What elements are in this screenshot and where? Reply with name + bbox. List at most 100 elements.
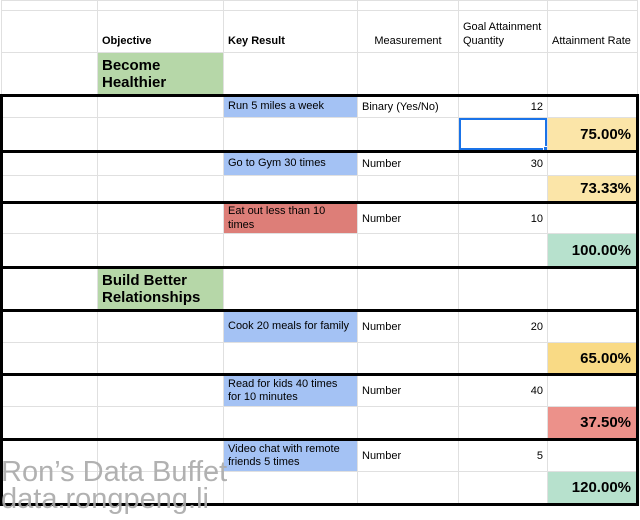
rate-cell[interactable]: 75.00% bbox=[547, 117, 639, 152]
cell[interactable] bbox=[0, 438, 98, 472]
table-row: Run 5 miles a week Binary (Yes/No) 12 bbox=[0, 94, 639, 118]
measurement-cell[interactable]: Number bbox=[357, 373, 459, 407]
cell[interactable] bbox=[223, 406, 358, 440]
cell[interactable] bbox=[97, 309, 224, 343]
cell[interactable] bbox=[97, 175, 224, 203]
cell[interactable] bbox=[0, 266, 98, 311]
quantity-cell[interactable]: 30 bbox=[458, 150, 548, 176]
cell[interactable] bbox=[357, 342, 459, 375]
cell[interactable] bbox=[0, 201, 98, 234]
cell[interactable] bbox=[547, 201, 639, 234]
cell[interactable] bbox=[357, 117, 459, 152]
cell[interactable] bbox=[458, 266, 548, 311]
column-header-key-result[interactable]: Key Result bbox=[223, 10, 358, 53]
rate-cell[interactable]: 100.00% bbox=[547, 233, 639, 268]
cell[interactable] bbox=[458, 406, 548, 440]
cell[interactable] bbox=[97, 94, 224, 118]
quantity-cell[interactable]: 12 bbox=[458, 94, 548, 118]
cell[interactable] bbox=[458, 342, 548, 375]
cell[interactable] bbox=[357, 233, 459, 268]
cell[interactable] bbox=[547, 373, 639, 407]
cell[interactable] bbox=[97, 373, 224, 407]
objective-cell[interactable]: Become Healthier bbox=[97, 52, 224, 96]
key-result-cell[interactable]: Cook 20 meals for family bbox=[223, 309, 358, 343]
cell[interactable] bbox=[547, 266, 639, 311]
quantity-cell[interactable]: 5 bbox=[458, 438, 548, 472]
cell[interactable] bbox=[547, 0, 638, 11]
measurement-cell[interactable]: Binary (Yes/No) bbox=[357, 94, 459, 118]
cell[interactable] bbox=[357, 175, 459, 203]
cell[interactable] bbox=[357, 471, 459, 506]
cell[interactable] bbox=[0, 373, 98, 407]
cell[interactable] bbox=[223, 342, 358, 375]
cell[interactable] bbox=[547, 150, 639, 176]
cell[interactable] bbox=[97, 233, 224, 268]
quantity-cell[interactable]: 10 bbox=[458, 201, 548, 234]
sheet-table: Objective Key Result Measurement Goal Attai… bbox=[0, 0, 639, 506]
table-row: Objective Key Result Measurement Goal Attai… bbox=[1, 10, 638, 53]
cell[interactable] bbox=[1, 10, 98, 53]
cell[interactable] bbox=[0, 150, 98, 176]
rate-cell[interactable]: 65.00% bbox=[547, 342, 639, 375]
cell[interactable] bbox=[97, 0, 224, 11]
measurement-cell[interactable]: Number bbox=[357, 309, 459, 343]
cell[interactable] bbox=[357, 0, 459, 11]
cell[interactable] bbox=[357, 52, 459, 96]
cell[interactable] bbox=[547, 52, 638, 96]
cell[interactable] bbox=[547, 94, 639, 118]
cell[interactable] bbox=[223, 175, 358, 203]
cell[interactable] bbox=[97, 342, 224, 375]
rate-cell[interactable]: 120.00% bbox=[547, 471, 639, 506]
key-result-cell[interactable]: Eat out less than 10 times bbox=[223, 201, 358, 234]
column-header-objective[interactable]: Objective bbox=[97, 10, 224, 53]
rate-cell[interactable]: 37.50% bbox=[547, 406, 639, 440]
cell[interactable] bbox=[0, 175, 98, 203]
cell[interactable] bbox=[547, 309, 639, 343]
table-row: Build Better Relationships bbox=[0, 266, 639, 311]
cell[interactable] bbox=[97, 201, 224, 234]
selected-cell[interactable] bbox=[458, 117, 548, 152]
cell[interactable] bbox=[0, 117, 98, 152]
cell[interactable] bbox=[458, 233, 548, 268]
quantity-cell[interactable]: 40 bbox=[458, 373, 548, 407]
cell[interactable] bbox=[0, 406, 98, 440]
cell[interactable] bbox=[547, 438, 639, 472]
quantity-cell[interactable]: 20 bbox=[458, 309, 548, 343]
cell[interactable] bbox=[0, 233, 98, 268]
cell[interactable] bbox=[223, 266, 358, 311]
cell[interactable] bbox=[0, 471, 98, 506]
table-row: 37.50% bbox=[0, 406, 639, 440]
cell[interactable] bbox=[0, 342, 98, 375]
rate-cell[interactable]: 73.33% bbox=[547, 175, 639, 203]
key-result-cell[interactable]: Go to Gym 30 times bbox=[223, 150, 358, 176]
measurement-cell[interactable]: Number bbox=[357, 438, 459, 472]
cell[interactable] bbox=[97, 406, 224, 440]
cell[interactable] bbox=[458, 471, 548, 506]
measurement-cell[interactable]: Number bbox=[357, 201, 459, 234]
cell[interactable] bbox=[0, 309, 98, 343]
cell[interactable] bbox=[223, 52, 358, 96]
measurement-cell[interactable]: Number bbox=[357, 150, 459, 176]
column-header-attainment-rate[interactable]: Attainment Rate bbox=[547, 10, 638, 53]
cell[interactable] bbox=[458, 175, 548, 203]
key-result-cell[interactable]: Video chat with remote friends 5 times bbox=[223, 438, 358, 472]
cell[interactable] bbox=[1, 52, 98, 96]
cell[interactable] bbox=[458, 52, 548, 96]
cell[interactable] bbox=[97, 117, 224, 152]
column-header-measurement[interactable]: Measurement bbox=[357, 10, 459, 53]
objective-cell[interactable]: Build Better Relationships bbox=[97, 266, 224, 311]
column-header-goal-attainment-quantity[interactable]: Goal Attainment Quantity bbox=[458, 10, 548, 53]
cell[interactable] bbox=[458, 0, 548, 11]
cell[interactable] bbox=[0, 94, 98, 118]
cell[interactable] bbox=[223, 471, 358, 506]
cell[interactable] bbox=[223, 0, 358, 11]
cell[interactable] bbox=[223, 117, 358, 152]
cell[interactable] bbox=[357, 406, 459, 440]
key-result-cell[interactable]: Read for kids 40 times for 10 minutes bbox=[223, 373, 358, 407]
cell[interactable] bbox=[357, 266, 459, 311]
cell[interactable] bbox=[97, 150, 224, 176]
key-result-cell[interactable]: Run 5 miles a week bbox=[223, 94, 358, 118]
cell[interactable] bbox=[1, 0, 98, 11]
table-row: Read for kids 40 times for 10 minutes Num… bbox=[0, 373, 639, 407]
cell[interactable] bbox=[223, 233, 358, 268]
